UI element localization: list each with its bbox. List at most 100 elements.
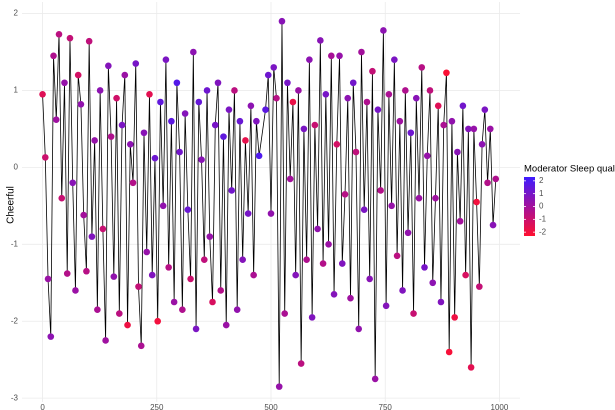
colorbar-tick-label: -2: [539, 227, 547, 236]
data-point: [214, 79, 222, 87]
data-point: [314, 225, 321, 233]
data-point: [407, 129, 415, 137]
data-point: [77, 101, 85, 108]
data-point: [421, 264, 428, 271]
data-point: [206, 233, 214, 240]
data-point: [151, 154, 159, 162]
data-point: [402, 87, 409, 94]
data-point: [247, 102, 255, 110]
data-point: [102, 337, 109, 344]
y-tick-label: 0: [14, 162, 19, 171]
data-point: [181, 110, 189, 117]
data-point: [391, 56, 398, 63]
data-point: [190, 48, 197, 56]
data-point: [415, 194, 423, 202]
data-point: [179, 306, 186, 313]
data-point: [478, 141, 486, 148]
data-point: [200, 256, 208, 263]
data-point: [363, 98, 371, 106]
data-point: [448, 117, 456, 125]
data-point: [451, 314, 458, 321]
data-point: [148, 271, 156, 279]
data-point: [209, 298, 216, 306]
axes: -3 -2 -1 0 1 2 0 250 500 750 1000: [11, 9, 509, 410]
data-point: [399, 287, 406, 294]
data-point: [255, 152, 263, 160]
data-point: [233, 306, 241, 313]
data-point: [113, 94, 120, 102]
data-point: [319, 260, 327, 267]
data-point: [322, 91, 330, 98]
data-point: [121, 71, 129, 79]
data-point: [264, 71, 272, 79]
data-point: [481, 106, 489, 113]
data-point: [110, 273, 118, 280]
data-point: [222, 321, 230, 329]
data-point: [396, 117, 404, 125]
data-point: [358, 48, 365, 56]
data-point: [462, 271, 469, 279]
data-point: [330, 291, 338, 298]
data-point: [146, 91, 153, 98]
plot-area: [39, 17, 500, 390]
data-point: [220, 133, 227, 140]
data-point: [303, 256, 310, 263]
data-point: [275, 383, 283, 390]
data-point: [267, 210, 275, 217]
data-point: [445, 348, 453, 356]
colorbar-tick-label: 0: [539, 202, 544, 211]
data-point: [195, 98, 203, 106]
y-tick-label: 1: [14, 86, 19, 95]
x-tick-label: 500: [264, 403, 278, 410]
data-point: [410, 310, 417, 317]
data-point: [63, 270, 71, 277]
data-point: [366, 275, 373, 283]
data-point: [72, 287, 79, 294]
data-point: [94, 306, 101, 313]
data-point: [231, 87, 238, 94]
data-point: [44, 275, 52, 283]
data-point: [132, 60, 140, 67]
data-point: [239, 256, 246, 263]
colorbar-tick-label: 1: [539, 189, 544, 198]
data-point: [159, 202, 167, 210]
data-point: [308, 314, 316, 321]
data-point: [380, 27, 387, 34]
data-point: [459, 102, 467, 110]
data-point: [377, 187, 384, 194]
data-point: [105, 62, 112, 70]
data-point: [429, 279, 437, 287]
data-point: [118, 121, 126, 129]
data-point: [242, 137, 249, 144]
data-point: [374, 106, 382, 113]
data-point: [385, 91, 393, 98]
data-point: [300, 125, 308, 133]
data-point: [270, 64, 278, 71]
data-point: [236, 117, 244, 125]
data-point: [211, 121, 219, 129]
data-point: [281, 310, 289, 317]
data-point: [454, 148, 461, 156]
colorbar-tick-label: 2: [539, 176, 544, 185]
data-point: [225, 106, 233, 113]
data-point: [382, 302, 390, 310]
data-point: [262, 106, 269, 113]
data-point: [58, 194, 66, 202]
data-point: [306, 56, 313, 63]
data-point: [440, 121, 448, 129]
data-point: [107, 133, 115, 140]
data-point: [284, 79, 291, 87]
data-point: [341, 191, 349, 198]
data-point: [50, 52, 57, 60]
data-point: [325, 241, 332, 248]
x-tick-label: 250: [150, 403, 164, 410]
data-point: [69, 179, 77, 187]
data-point: [371, 375, 379, 383]
data-point: [42, 154, 49, 161]
data-point: [184, 206, 192, 213]
data-point: [187, 275, 194, 283]
data-point: [465, 125, 472, 133]
data-point: [96, 87, 104, 94]
y-tick-label: 2: [14, 9, 19, 18]
